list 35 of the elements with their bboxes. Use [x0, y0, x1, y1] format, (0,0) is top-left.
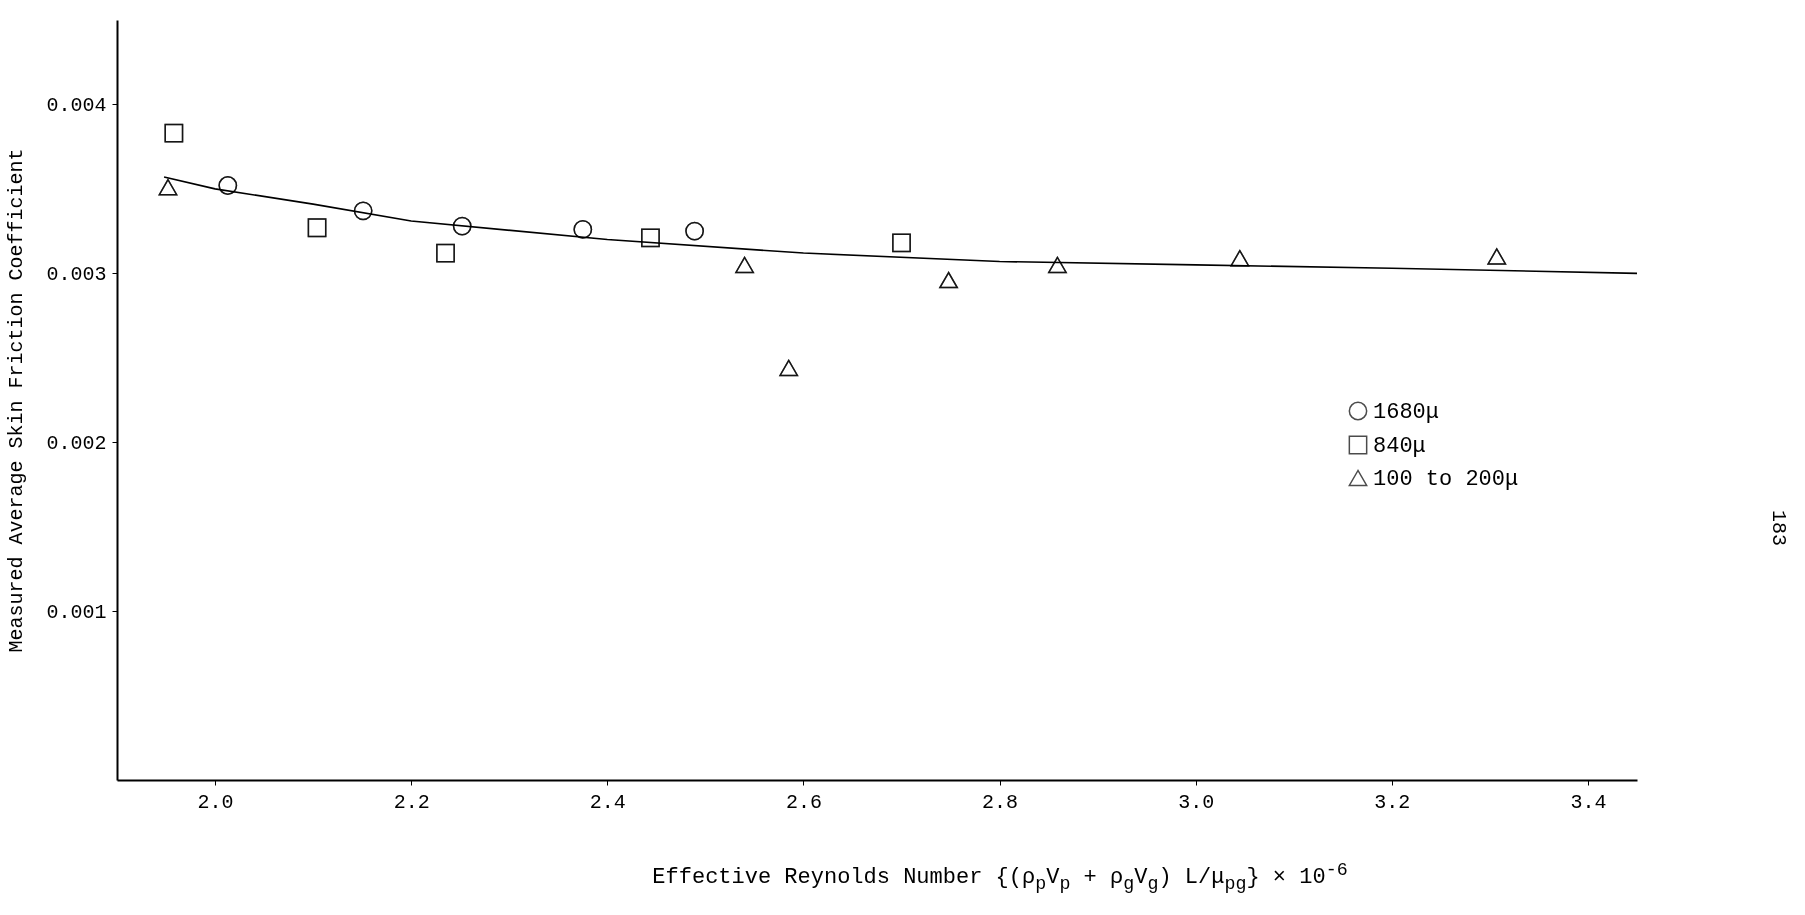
- legend-label: 1680μ: [1373, 400, 1440, 425]
- x-tick-label: 2.2: [393, 790, 430, 814]
- x-tick-label: 2.4: [589, 790, 626, 814]
- point: [158, 178, 178, 196]
- y-axis-title: Measured Average Skin Friction Coefficient: [5, 148, 29, 653]
- legend-label: 840μ: [1373, 434, 1426, 459]
- point: [452, 216, 472, 236]
- x-tick-label: 2.6: [785, 790, 822, 814]
- text: 183: [1767, 510, 1790, 547]
- point: [735, 256, 755, 274]
- point: [353, 201, 373, 221]
- x-tick-label: 2.0: [197, 790, 234, 814]
- point: [307, 218, 327, 238]
- point: [939, 271, 958, 289]
- point: [436, 243, 455, 263]
- legend-label: 100 to 200μ: [1373, 467, 1519, 492]
- x-tick-label: 3.0: [1178, 790, 1215, 814]
- point: [1487, 248, 1507, 265]
- y-tick-label: 0.002: [46, 431, 107, 455]
- text: Effective Reynolds Number {(ρ$_{p}$V$_{p}$ + ρ$_{g}$V$_{g}$) L/μ$_{pg}$} × 10$^{-6}$: [652, 860, 1348, 895]
- y-tick-label: 0.004: [46, 93, 107, 117]
- x-tick-label: 2.8: [982, 790, 1019, 814]
- x-tick-label: 3.2: [1374, 790, 1411, 814]
- point: [218, 176, 238, 195]
- point: [641, 228, 660, 248]
- point: [685, 221, 705, 241]
- point: [573, 220, 593, 239]
- x-tick-label: 3.4: [1570, 790, 1607, 814]
- y-tick-label: 0.001: [46, 600, 107, 624]
- point: [164, 123, 184, 143]
- point: [1230, 249, 1250, 267]
- point: [1048, 256, 1067, 274]
- y-tick-label: 0.003: [46, 262, 107, 286]
- point: [779, 359, 799, 377]
- point: [892, 233, 911, 253]
